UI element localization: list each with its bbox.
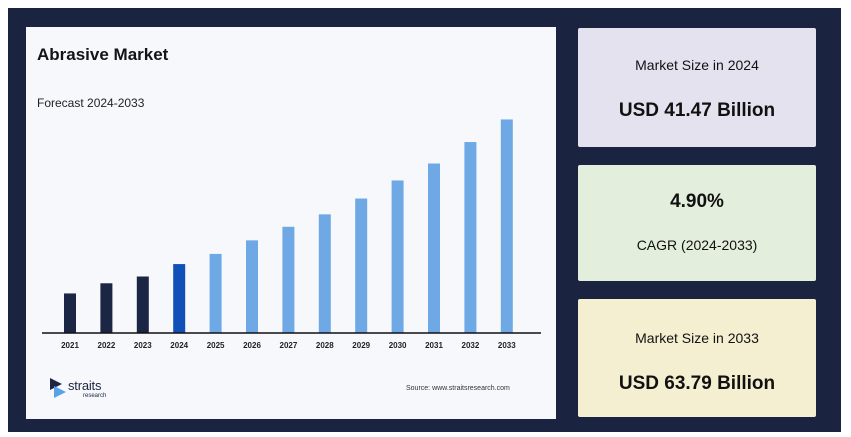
x-tick-label: 2030 xyxy=(389,341,407,350)
logo-text: straits xyxy=(68,378,102,393)
x-tick-label: 2033 xyxy=(498,341,516,350)
straits-logo-mark-icon xyxy=(50,378,66,398)
bar-2025 xyxy=(209,253,222,333)
bar-2033 xyxy=(500,119,513,334)
card-value: USD 63.79 Billion xyxy=(618,373,776,394)
card-value: 4.90% xyxy=(670,191,724,212)
bar-2031 xyxy=(428,163,440,333)
market-size-2033-card: Market Size in 2033 USD 63.79 Billion xyxy=(578,299,816,417)
x-tick-label: 2028 xyxy=(316,341,334,350)
market-size-2024-card: Market Size in 2024 USD 41.47 Billion xyxy=(578,28,816,147)
bar-2021 xyxy=(64,293,76,333)
x-tick-label: 2023 xyxy=(134,341,152,350)
chart-subtitle: Forecast 2024-2033 xyxy=(37,96,145,110)
card-label: Market Size in 2024 xyxy=(635,57,759,73)
chart-panel: Abrasive Market Forecast 2024-2033 2021 2… xyxy=(26,27,556,419)
bar-2022 xyxy=(100,283,113,333)
bar-2028 xyxy=(318,214,331,333)
card-label: CAGR (2024-2033) xyxy=(636,237,758,253)
bar-2024 xyxy=(173,264,186,333)
x-tick-label: 2029 xyxy=(352,341,370,350)
x-tick-label: 2026 xyxy=(243,341,261,350)
x-tick-label: 2024 xyxy=(170,341,188,350)
bar-2027 xyxy=(282,226,295,333)
x-tick-label: 2027 xyxy=(280,341,298,350)
source-note: Source: www.straitsresearch.com xyxy=(406,385,510,392)
bar-2029 xyxy=(355,198,368,333)
bar-2023 xyxy=(136,276,149,333)
bar-2030 xyxy=(391,180,404,333)
x-tick-label: 2022 xyxy=(98,341,116,350)
x-tick-label: 2032 xyxy=(462,341,480,350)
bar-2032 xyxy=(464,142,477,333)
x-tick-label: 2021 xyxy=(61,341,79,350)
straits-logo: straits research xyxy=(48,375,128,403)
logo-subtext: research xyxy=(83,393,107,399)
x-tick-label: 2025 xyxy=(207,341,225,350)
x-tick-label: 2031 xyxy=(425,341,443,350)
card-label: Market Size in 2033 xyxy=(635,330,759,346)
bar-chart: 2021 2022 2023 2024 2025 2026 2027 2028 2029 2030… xyxy=(42,119,541,350)
card-value: USD 41.47 Billion xyxy=(618,100,776,121)
cagr-card: 4.90% CAGR (2024-2033) xyxy=(578,165,816,281)
chart-title: Abrasive Market xyxy=(37,45,169,64)
bar-2026 xyxy=(246,240,258,333)
